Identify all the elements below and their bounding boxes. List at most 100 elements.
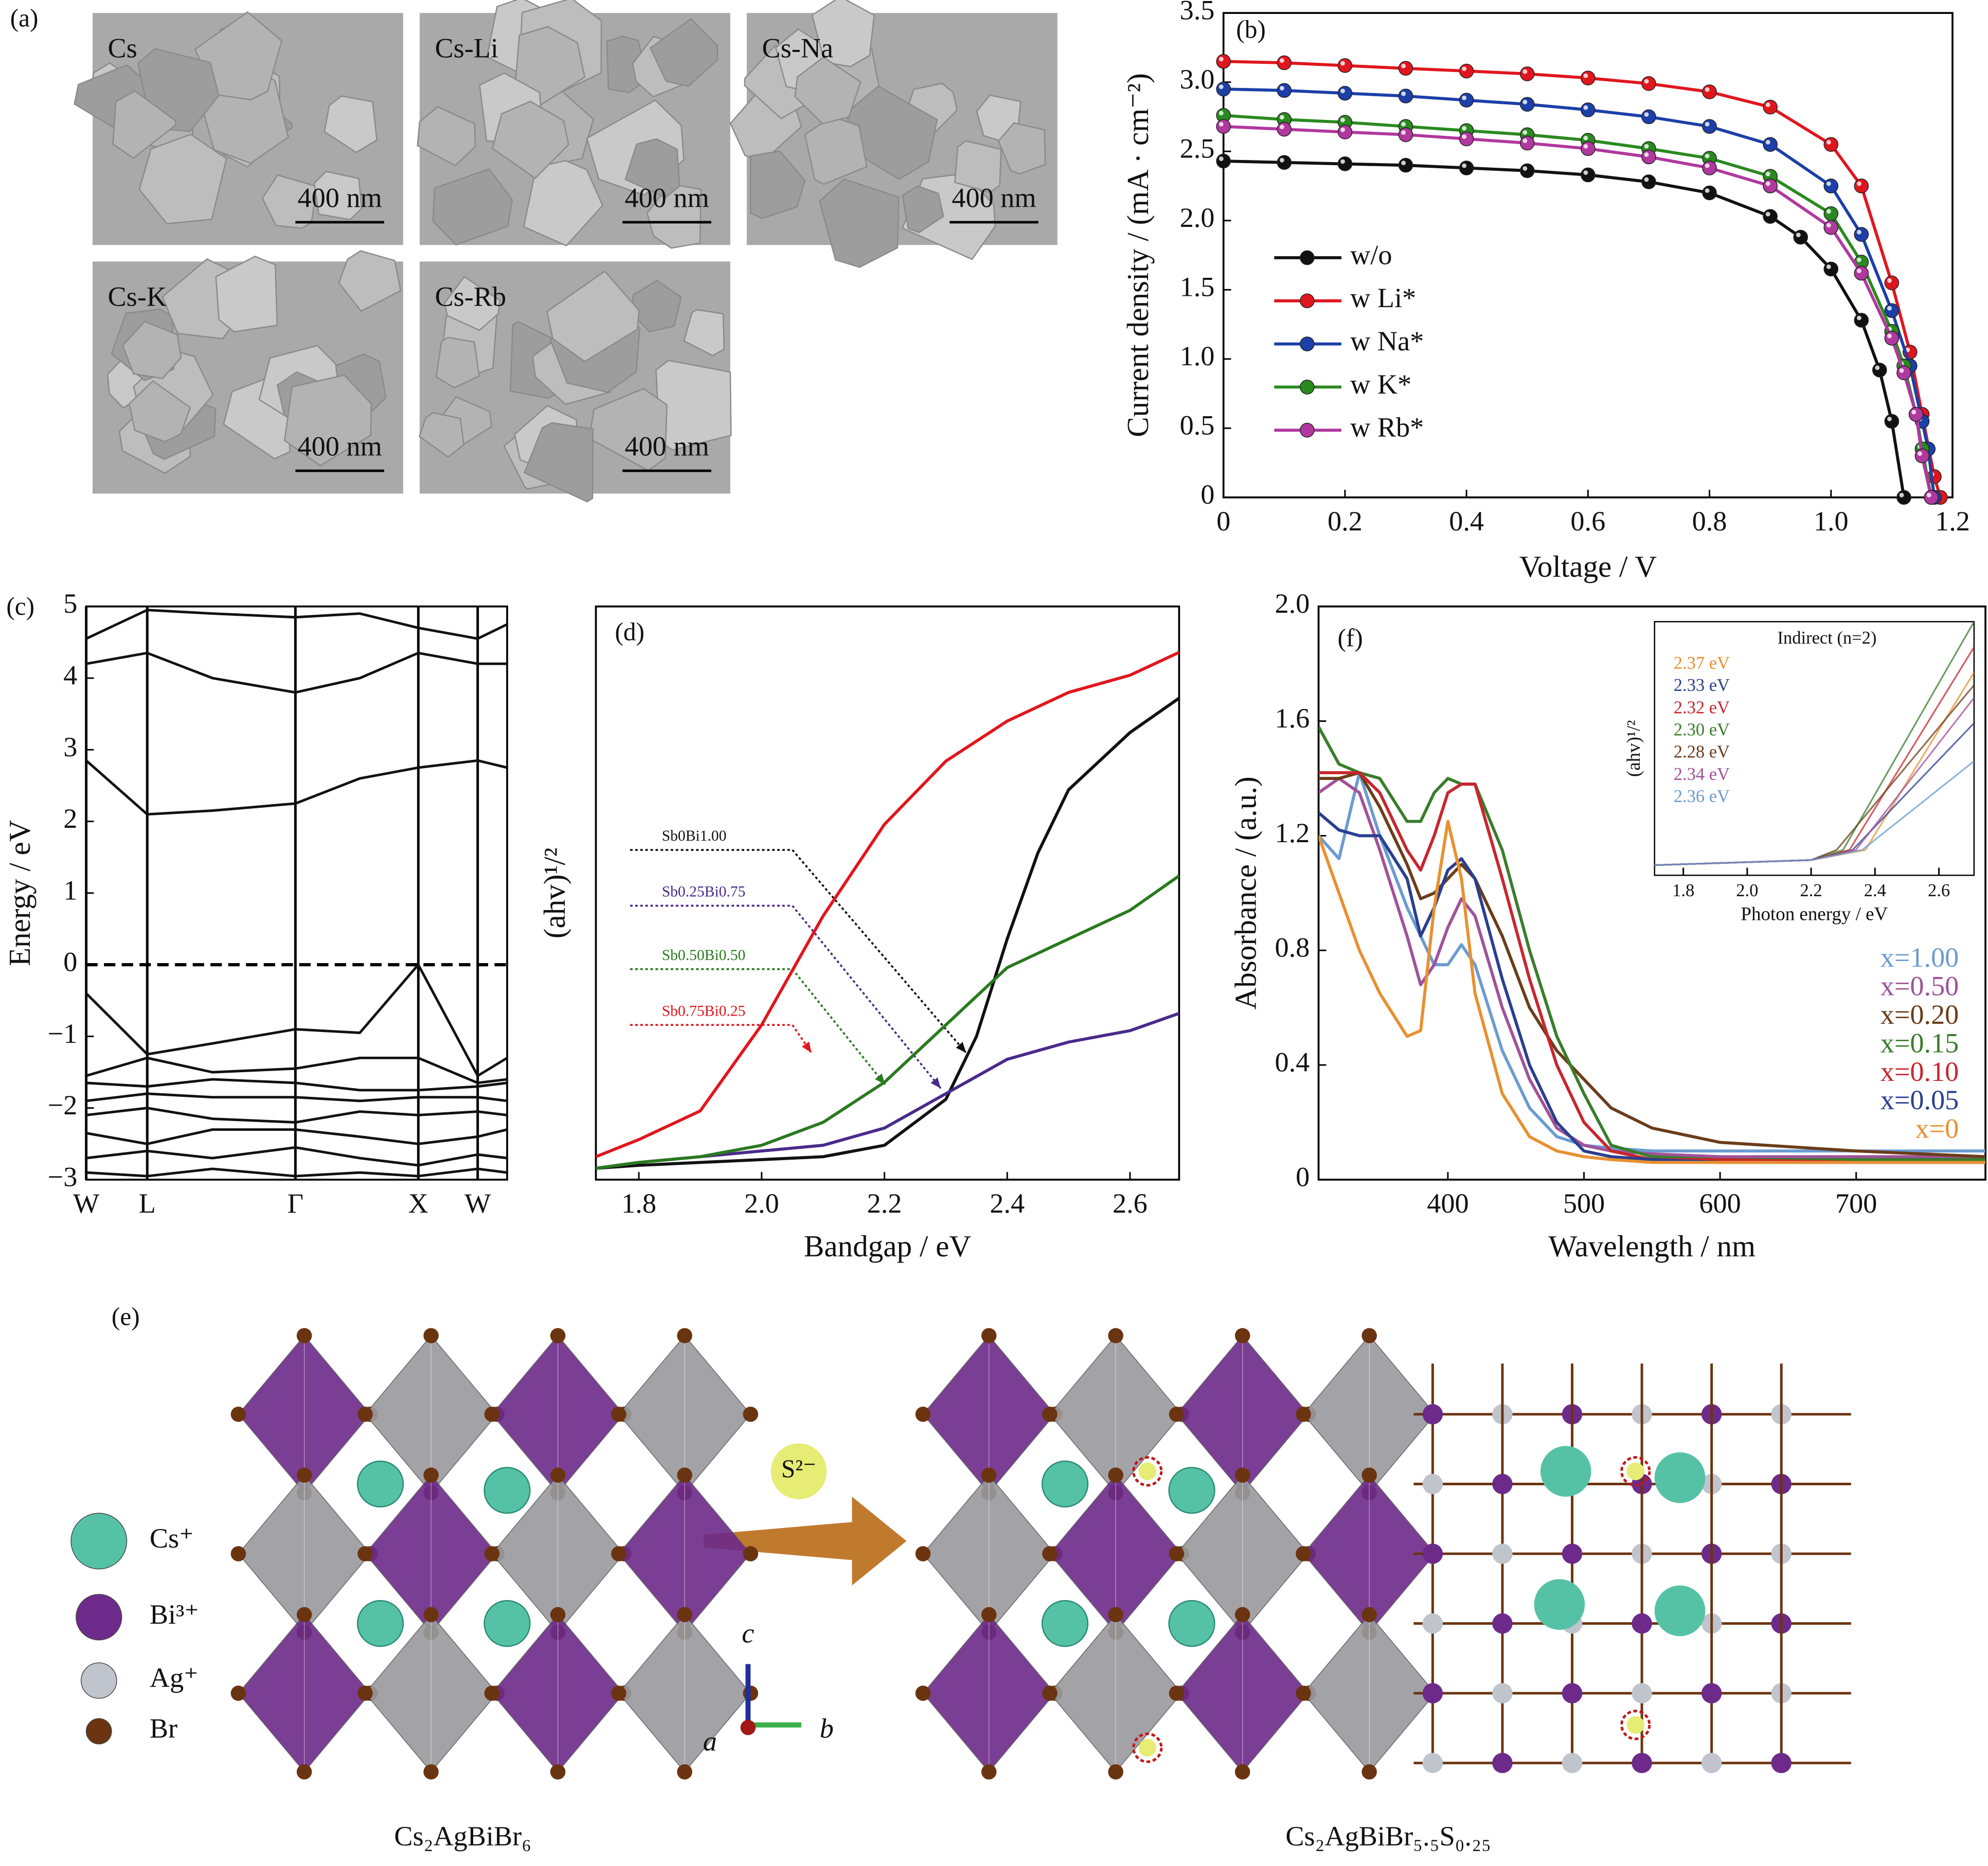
br-atom [357, 1546, 373, 1561]
marker-highlight [1887, 416, 1892, 421]
ag-atom [1422, 1473, 1443, 1495]
marker-highlight [1340, 127, 1345, 132]
x-tick-label: Γ [288, 1188, 303, 1219]
grain [906, 82, 958, 133]
marker-highlight [1583, 144, 1588, 149]
br-atom [1042, 1407, 1058, 1422]
legend-label: x=0.10 [1880, 1056, 1959, 1087]
br-atom [550, 1607, 566, 1623]
marker [1702, 161, 1717, 175]
legend-marker [1300, 380, 1315, 395]
bi-atom [1632, 1753, 1652, 1773]
br-atom [1108, 1607, 1123, 1623]
br-atom [743, 1546, 759, 1561]
marker [1763, 209, 1778, 224]
marker-highlight [1899, 492, 1904, 497]
y-tick-label: −1 [48, 1018, 78, 1049]
axis-label: a [703, 1726, 717, 1756]
br-atom [550, 1328, 566, 1343]
y-tick-label: 1.6 [1275, 703, 1310, 734]
s-atom [1138, 1738, 1157, 1757]
y-tick-label: 2.0 [1180, 202, 1215, 233]
x-axis-title: Voltage / V [1519, 549, 1657, 583]
marker-highlight [1856, 257, 1861, 262]
marker [1763, 99, 1778, 115]
marker [1277, 55, 1292, 70]
x-tick-label: 2.4 [990, 1188, 1025, 1219]
x-tick-label: 0.6 [1570, 506, 1605, 537]
y-tick-label: 0 [63, 947, 77, 978]
y-tick-label: −2 [48, 1090, 78, 1121]
s-atom [1626, 1716, 1645, 1734]
legend-atom [76, 1594, 122, 1641]
marker-highlight [1219, 57, 1224, 62]
grain [811, 0, 875, 67]
grain [418, 412, 464, 458]
bi-atom [1422, 1683, 1443, 1703]
chart-title: Indirect (n=2) [1778, 628, 1877, 648]
legend-label: x=1.00 [1880, 942, 1959, 973]
marker-highlight [1644, 112, 1649, 117]
bi-atom [1771, 1753, 1792, 1773]
br-atom [981, 1607, 997, 1623]
grain [649, 18, 719, 87]
br-atom [296, 1764, 312, 1780]
grain [954, 140, 1002, 193]
legend-label: w/o [1350, 239, 1392, 270]
panel-label: (d) [615, 617, 644, 646]
marker-highlight [1705, 188, 1710, 193]
marker-highlight [1462, 66, 1467, 72]
series-line [86, 1146, 507, 1167]
marker-highlight [1856, 229, 1861, 235]
marker-highlight [1887, 306, 1892, 311]
y-tick-label: 5 [63, 588, 77, 619]
cs-atom [1654, 1452, 1706, 1503]
marker-highlight [1462, 95, 1467, 100]
sem-label: Cs [108, 33, 137, 64]
marker [1823, 220, 1839, 235]
marker-highlight [1401, 91, 1406, 96]
cs-atom [483, 1600, 531, 1647]
br-atom [1108, 1328, 1123, 1343]
series-line [86, 1056, 507, 1085]
br-atom [981, 1764, 997, 1780]
marker-highlight [1340, 159, 1345, 164]
cs-atom [1534, 1579, 1585, 1630]
marker-highlight [1401, 130, 1406, 135]
marker-highlight [1219, 111, 1224, 116]
x-tick-label: 1.8 [1672, 881, 1694, 900]
marker-highlight [1705, 163, 1710, 168]
br-atom [296, 1328, 312, 1343]
legend-label: 2.34 eV [1674, 765, 1730, 784]
marker [1884, 303, 1900, 318]
cs-atom [483, 1467, 531, 1514]
marker [1896, 490, 1911, 505]
series-line [596, 874, 1179, 1170]
y-axis-title: Absorbance / (a.u.) [1229, 776, 1263, 1009]
x-tick-label: W [73, 1188, 100, 1219]
scale-label: 400 nm [952, 182, 1036, 213]
ag-atom [1492, 1683, 1513, 1703]
marker [1914, 448, 1930, 464]
legend-atom [81, 1662, 117, 1699]
marker [1854, 179, 1869, 193]
ag-atom [1701, 1753, 1722, 1773]
marker-highlight [1826, 223, 1831, 228]
x-tick-label: X [408, 1188, 428, 1219]
legend-label: x=0.50 [1880, 970, 1959, 1001]
x-tick-label: 400 [1427, 1188, 1468, 1219]
marker-highlight [1644, 144, 1649, 149]
sulfur-ion [771, 1443, 827, 1500]
br-atom [423, 1328, 439, 1343]
axis-a [740, 1719, 756, 1735]
marker-highlight [1826, 181, 1831, 186]
series-line [86, 1107, 507, 1124]
ag-atom [1562, 1753, 1583, 1773]
marker-highlight [1523, 138, 1528, 144]
marker-highlight [1583, 105, 1588, 110]
y-tick-label: 2.5 [1180, 133, 1215, 164]
br-atom [484, 1546, 500, 1561]
x-tick-label: 1.0 [1814, 506, 1849, 537]
ag-atom [1492, 1543, 1513, 1564]
